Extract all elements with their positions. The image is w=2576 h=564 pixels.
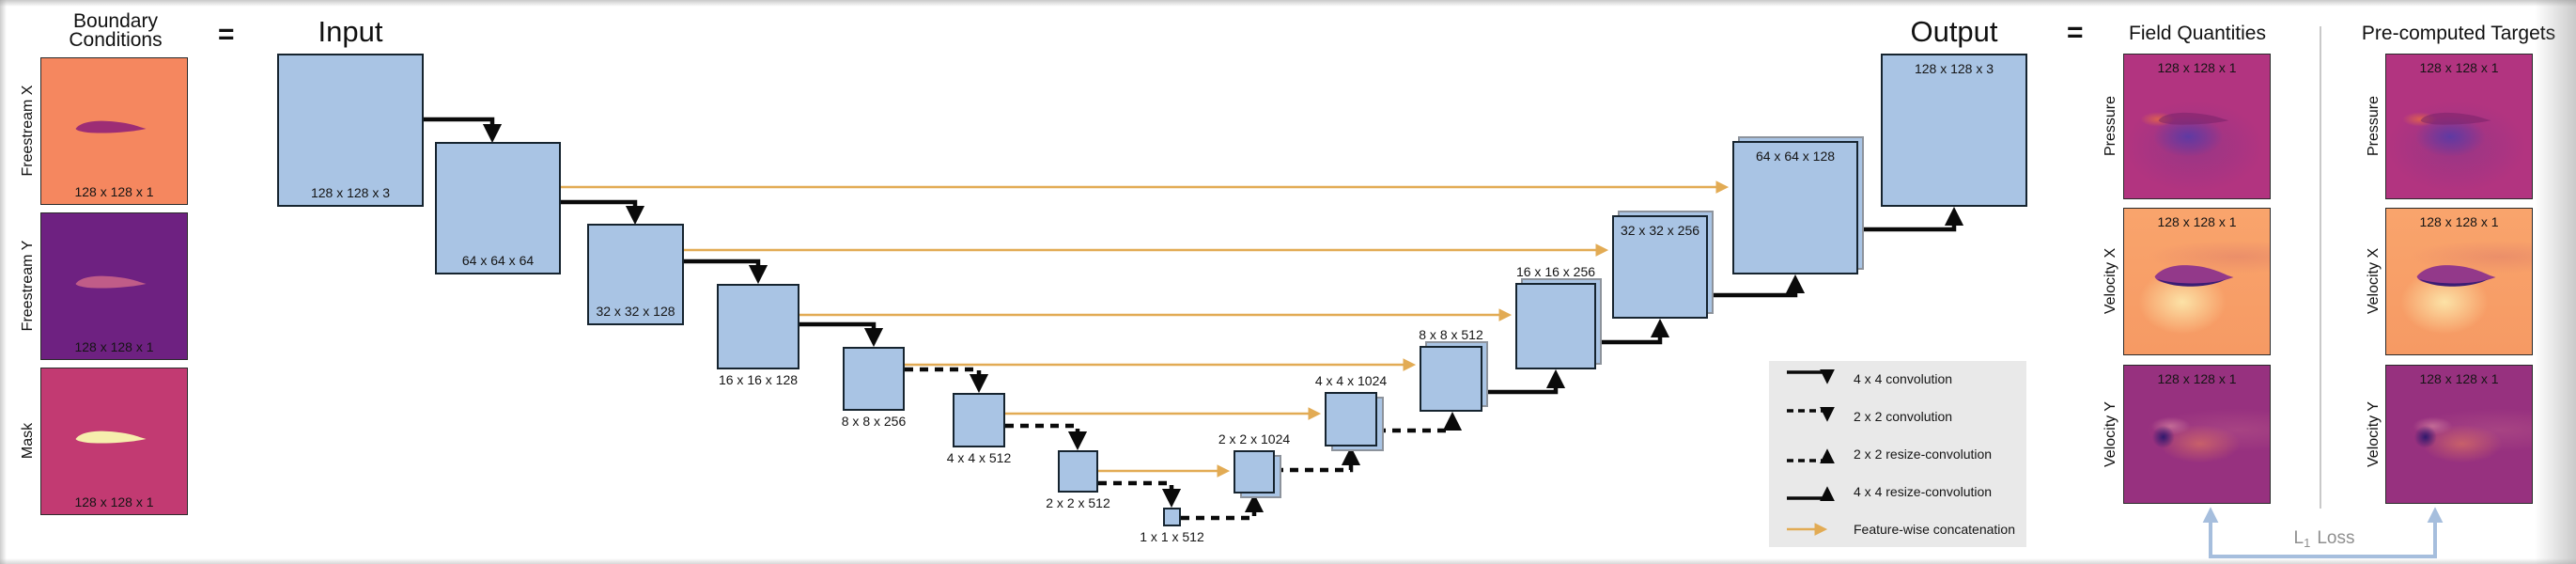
page-edge-top [0, 0, 2576, 7]
freestream-x-image: 128 x 128 x 1 [40, 57, 188, 205]
targets-title: Pre-computed Targets [2361, 23, 2556, 44]
legend-item-conv2: 2 x 2 convolution [1784, 402, 2023, 431]
airfoil-silhouette [2154, 265, 2234, 287]
concat-arrow-icon [1787, 523, 1828, 536]
mask-label: Mask [20, 422, 36, 460]
feature-map-dec-32: 32 x 32 x 256 [1612, 215, 1708, 319]
airfoil-silhouette [2420, 112, 2491, 125]
target-pressure-image: 128 x 128 x 1 [2385, 54, 2533, 199]
resize-conv-2x2-arrow-icon [1787, 448, 1835, 464]
equals-right: = [2067, 17, 2084, 48]
target-velocity-x-image: 128 x 128 x 1 [2385, 208, 2533, 355]
feature-map-dec-4: 4 x 4 x 1024 [1315, 373, 1387, 446]
target-velocity-x-label: Velocity X [2366, 247, 2382, 315]
mask-dims: 128 x 128 x 1 [74, 494, 154, 509]
airfoil-silhouette [2158, 112, 2229, 125]
resize-conv-4x4-arrow-icon [1787, 486, 1835, 502]
equals-left: = [218, 19, 235, 50]
feature-map-enc-8: 8 x 8 x 256 [842, 347, 906, 429]
boundary-conditions-title: Boundary Conditions [69, 10, 163, 51]
field-quantities-title: Field Quantities [2129, 23, 2266, 44]
feature-map-dec-16: 16 x 16 x 256 [1515, 264, 1596, 369]
fq-pressure-label: Pressure [2103, 95, 2118, 157]
feature-map-bottleneck: 1 x 1 x 512 [1140, 508, 1204, 544]
page-edge-bottom [0, 558, 2576, 564]
conv-4x4-arrow-icon [1787, 368, 1835, 384]
airfoil-silhouette [2416, 265, 2496, 287]
target-velocity-y-image: 128 x 128 x 1 [2385, 365, 2533, 504]
legend-item-concat: Feature-wise concatenation [1784, 515, 2023, 543]
page-edge-right [2535, 0, 2576, 564]
conv-2x2-arrow-icon [1787, 406, 1835, 422]
feature-map-dec-8: 8 x 8 x 512 [1419, 327, 1483, 412]
feature-map-input: 128 x 128 x 3 [277, 54, 424, 207]
output-title: Output [1910, 15, 1998, 48]
freestream-x-label: Freestream X [20, 85, 36, 177]
legend-item-conv4: 4 x 4 convolution [1784, 365, 2023, 393]
airfoil-silhouette [75, 120, 147, 133]
feature-map-enc-4: 4 x 4 x 512 [947, 393, 1011, 465]
feature-map-enc-64: 64 x 64 x 64 [435, 142, 561, 274]
legend: 4 x 4 convolution 2 x 2 convolution 2 x … [1769, 361, 2026, 547]
freestream-x-dims: 128 x 128 x 1 [74, 184, 154, 199]
legend-item-resize2: 2 x 2 resize-convolution [1784, 440, 2023, 468]
airfoil-silhouette [75, 275, 147, 289]
target-velocity-y-label: Velocity Y [2366, 401, 2382, 467]
feature-map-output: 128 x 128 x 3 [1881, 54, 2027, 207]
column-divider [2320, 26, 2321, 509]
input-title: Input [318, 15, 383, 48]
freestream-y-image: 128 x 128 x 1 [40, 212, 188, 360]
airfoil-silhouette [75, 431, 147, 444]
page-edge-left [0, 0, 7, 564]
legend-item-resize4: 4 x 4 resize-convolution [1784, 478, 2023, 506]
mask-image: 128 x 128 x 1 [40, 368, 188, 515]
freestream-y-dims: 128 x 128 x 1 [74, 339, 154, 354]
fq-velocity-y-image: 128 x 128 x 1 [2123, 365, 2271, 504]
feature-map-dec-2: 2 x 2 x 1024 [1218, 431, 1290, 494]
feature-map-enc-32: 32 x 32 x 128 [587, 224, 684, 325]
l1-loss-label: L1 Loss [2293, 528, 2355, 550]
feature-map-dec-64: 64 x 64 x 128 [1732, 141, 1858, 274]
fq-velocity-y-label: Velocity Y [2103, 401, 2118, 467]
conv-2x2-arrows [905, 367, 1182, 509]
freestream-y-label: Freestream Y [20, 240, 36, 332]
feature-map-enc-16: 16 x 16 x 128 [717, 284, 799, 387]
fq-velocity-x-label: Velocity X [2103, 247, 2118, 315]
target-pressure-label: Pressure [2366, 95, 2382, 157]
feature-map-enc-2: 2 x 2 x 512 [1046, 450, 1110, 510]
fq-pressure-image: 128 x 128 x 1 [2123, 54, 2271, 199]
fq-velocity-x-image: 128 x 128 x 1 [2123, 208, 2271, 355]
